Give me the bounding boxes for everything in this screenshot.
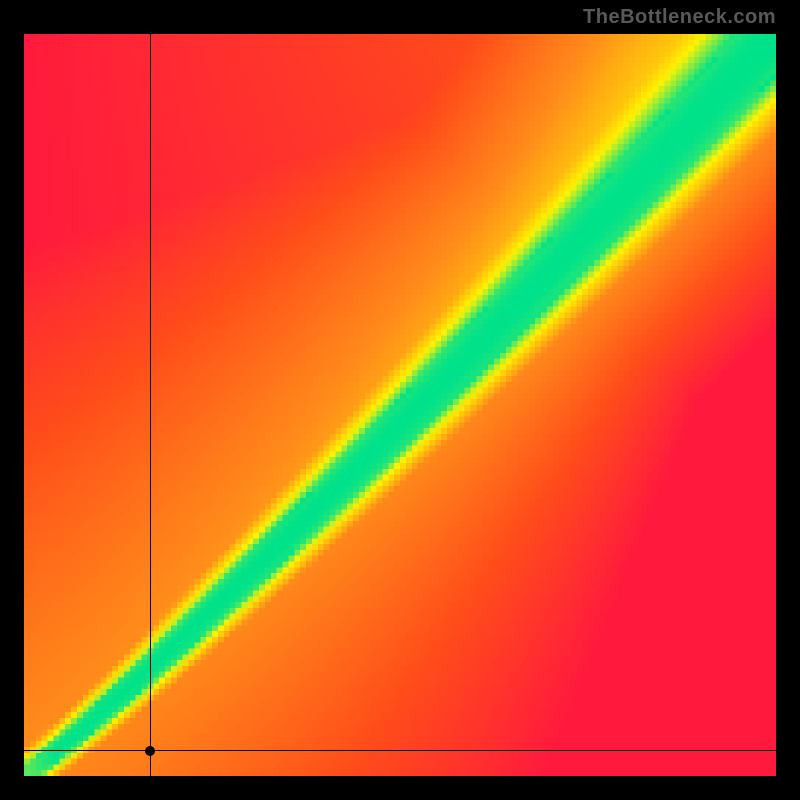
crosshair-horizontal xyxy=(24,750,776,751)
watermark-text: TheBottleneck.com xyxy=(583,6,776,29)
crosshair-vertical xyxy=(150,34,151,776)
heatmap-plot-area xyxy=(24,34,776,776)
crosshair-marker xyxy=(145,746,155,756)
bottleneck-heatmap xyxy=(24,34,776,776)
